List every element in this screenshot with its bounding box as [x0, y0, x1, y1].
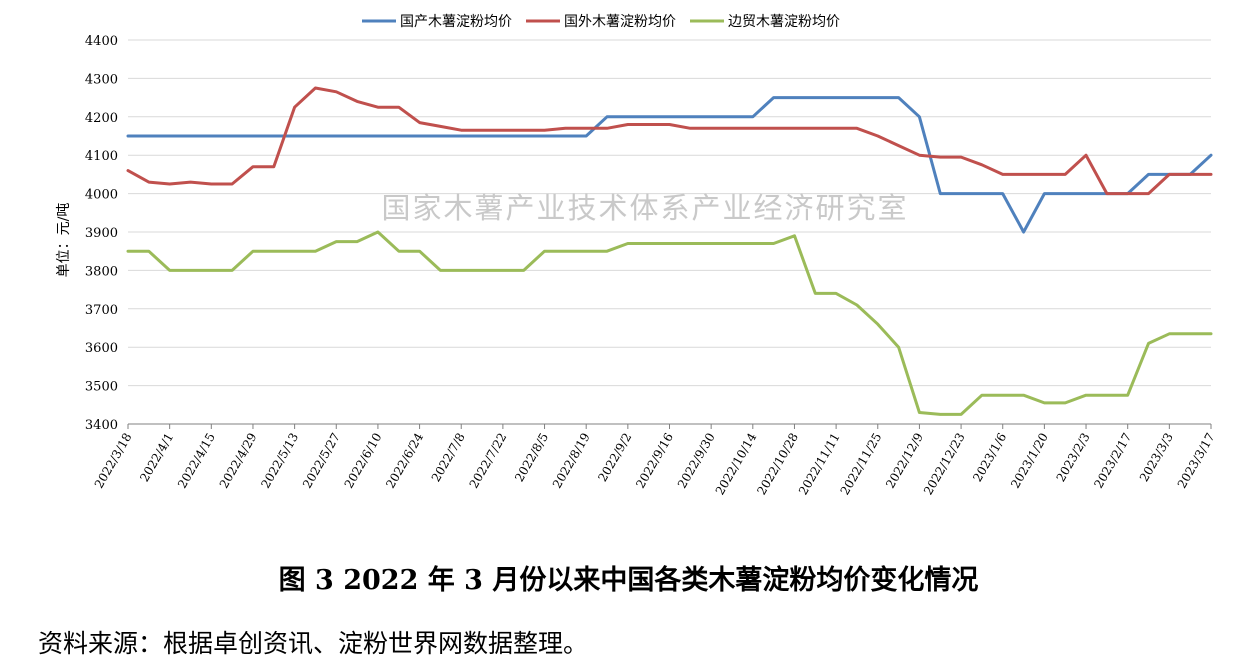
x-tick-label: 2022/11/25	[838, 431, 885, 498]
y-tick-label: 4400	[85, 34, 118, 49]
x-tick-label: 2023/3/3	[1137, 431, 1176, 485]
series-line-2	[126, 86, 1213, 196]
grid-lines	[128, 39, 1211, 425]
y-tick-label: 3900	[85, 226, 118, 241]
legend-label-3: 边贸木薯淀粉均价	[728, 14, 840, 30]
x-tick-label: 2022/10/28	[754, 431, 801, 498]
x-tick-label: 2022/3/18	[92, 431, 135, 491]
price-line-chart: 国家木薯产业技术体系产业经济研究室 3400 3500 3600 3700 3800 39…	[56, 14, 1218, 497]
y-tick-label: 3700	[85, 303, 118, 318]
x-tick-label: 2023/1/20	[1008, 431, 1051, 491]
x-tick-label: 2022/10/14	[713, 430, 760, 497]
x-tick-label: 2022/6/24	[383, 430, 426, 491]
series-line-3	[126, 230, 1213, 416]
x-tick-label: 2022/8/5	[512, 431, 551, 485]
x-tick-label: 2022/12/9	[883, 431, 926, 491]
x-tick-label: 2022/12/23	[921, 431, 968, 498]
legend-label-1: 国产木薯淀粉均价	[400, 14, 512, 30]
x-tick-label: 2022/5/13	[258, 431, 301, 491]
x-tick-label: 2022/9/2	[595, 431, 634, 485]
y-tick-label: 3500	[85, 380, 118, 395]
y-tick-label: 3600	[85, 341, 118, 356]
x-axis-ticks: 2022/3/18 2022/4/12022/4/152022/4/292022/…	[92, 424, 1218, 497]
source-note: 资料来源：根据卓创资讯、淀粉世界网数据整理。	[38, 629, 589, 658]
y-tick-label: 3400	[85, 418, 118, 433]
x-tick-label: 2023/2/3	[1054, 431, 1093, 485]
y-axis-label: 单位：元/吨	[56, 203, 72, 278]
x-tick-label: 2023/1/6	[970, 430, 1009, 484]
watermark-text: 国家木薯产业技术体系产业经济研究室	[381, 191, 908, 225]
chart: 国家木薯产业技术体系产业经济研究室 3400 3500 3600 3700 3800 39…	[56, 14, 1218, 497]
y-tick-label: 4000	[85, 188, 118, 203]
y-tick-label: 3800	[85, 264, 118, 279]
series-line-1	[126, 96, 1213, 234]
x-tick-label: 2022/7/22	[467, 431, 510, 491]
y-axis-ticks: 3400 3500 3600 3700 3800 3900 4000 4100 4200 4300…	[85, 34, 118, 433]
y-tick-label: 4200	[85, 111, 118, 126]
x-tick-label: 2022/4/1	[137, 431, 176, 485]
x-tick-label: 2023/2/17	[1091, 431, 1134, 491]
x-tick-label: 2022/9/30	[675, 431, 718, 491]
series-lines	[126, 86, 1213, 416]
x-tick-label: 2022/4/15	[175, 431, 218, 491]
x-tick-label: 2023/3/17	[1175, 431, 1218, 491]
x-tick-label: 2022/5/27	[300, 431, 343, 491]
x-tick-label: 2022/4/29	[217, 431, 260, 491]
watermark-layer: 国家木薯产业技术体系产业经济研究室	[381, 191, 908, 225]
x-tick-label: 2022/9/16	[633, 431, 676, 491]
x-tick-label: 2022/6/10	[342, 431, 385, 491]
x-tick-label: 2022/11/11	[796, 431, 843, 498]
legend: 国产木薯淀粉均价 国外木薯淀粉均价 边贸木薯淀粉均价	[362, 14, 840, 30]
x-tick-label: 2022/8/19	[550, 431, 593, 491]
figure-caption: 图 3 2022 年 3 月份以来中国各类木薯淀粉均价变化情况	[278, 565, 979, 596]
y-tick-label: 4300	[85, 72, 118, 87]
legend-label-2: 国外木薯淀粉均价	[564, 14, 676, 30]
y-tick-label: 4100	[85, 149, 118, 164]
x-tick-label: 2022/7/8	[429, 431, 468, 485]
